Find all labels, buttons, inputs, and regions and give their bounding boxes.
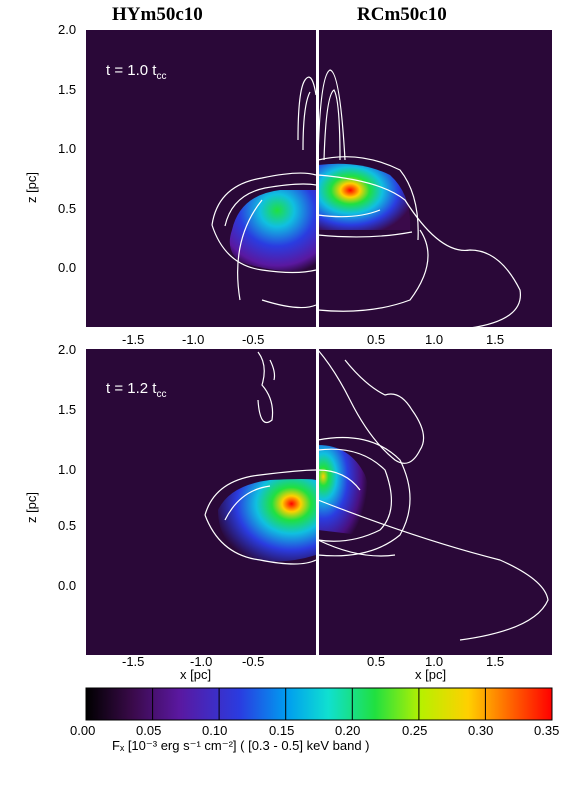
colorbar-tick-label: 0.00: [70, 723, 96, 738]
time-label-top: t = 1.0 tcc: [106, 62, 166, 82]
x-axis-label-right: x [pc]: [415, 667, 447, 682]
y-tick-label: 2.0: [58, 22, 77, 37]
time-label-text: t = 1.2 t: [106, 380, 157, 397]
y-axis-label: z [pc]: [24, 491, 40, 524]
colorbar-tick-label: 0.30: [468, 723, 494, 738]
y-tick-label: 2.0: [58, 342, 77, 357]
colorbar-tick-label: 0.35: [534, 723, 560, 738]
hot-gas-region: [318, 163, 411, 230]
x-tick-label: -1.5: [122, 654, 145, 669]
hot-gas-region: [229, 190, 316, 272]
colorbar-label: Fₓ [10⁻³ erg s⁻¹ cm⁻²] ( [0.3 - 0.5] keV…: [112, 738, 370, 753]
x-tick-label: 1.5: [486, 332, 505, 347]
x-tick-label: 0.5: [367, 332, 386, 347]
x-tick-label: 1.5: [486, 654, 505, 669]
y-tick-label: 1.5: [58, 402, 77, 417]
x-axis-label-left: x [pc]: [180, 667, 212, 682]
colorbar-tick-label: 0.15: [269, 723, 295, 738]
x-tick-label: -1.0: [182, 332, 205, 347]
x-tick-label: 1.0: [425, 332, 444, 347]
colorbar-tick-label: 0.10: [202, 723, 228, 738]
y-tick-label: 0.0: [58, 260, 77, 275]
colorbar-tick-label: 0.20: [335, 723, 361, 738]
x-tick-label: -1.0: [190, 654, 213, 669]
colorbar-tick-label: 0.25: [402, 723, 428, 738]
time-label-bottom: t = 1.2 tcc: [106, 380, 166, 400]
right-column-title: RCm50c10: [357, 4, 447, 25]
colorbar-gradient: [86, 688, 552, 720]
y-tick-label: 0.0: [58, 578, 77, 593]
x-tick-label: -0.5: [242, 654, 265, 669]
x-tick-label: -0.5: [242, 332, 265, 347]
hot-gas-region: [218, 479, 316, 562]
colorbar-tick-label: 0.05: [136, 723, 162, 738]
time-label-sub: cc: [156, 71, 167, 82]
hot-gas-region: [318, 445, 371, 535]
time-label-sub: cc: [156, 389, 167, 400]
y-tick-label: 0.5: [58, 201, 77, 216]
x-tick-label: -1.5: [122, 332, 145, 347]
left-column-title: HYm50c10: [112, 4, 203, 25]
x-tick-label: 1.0: [425, 654, 444, 669]
x-tick-label: 0.5: [367, 654, 386, 669]
time-label-text: t = 1.0 t: [106, 62, 157, 79]
y-tick-label: 0.5: [58, 518, 77, 533]
y-tick-label: 1.5: [58, 82, 77, 97]
y-tick-label: 1.0: [58, 141, 77, 156]
y-tick-label: 1.0: [58, 462, 77, 477]
y-axis-label: z [pc]: [24, 171, 40, 204]
